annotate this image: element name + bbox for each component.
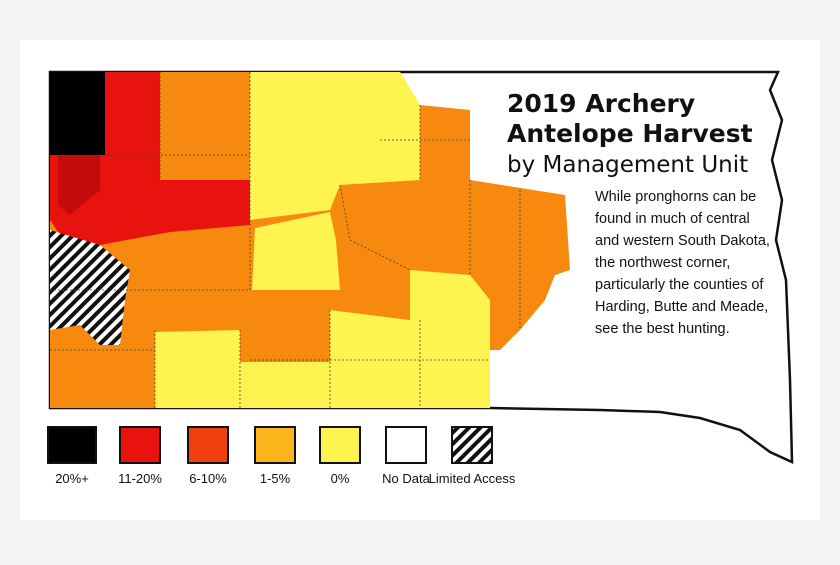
legend: 20%+ 11-20% 6-10% 1-5% 0% No Data Limite… — [47, 426, 516, 486]
title-line: Antelope Harvest — [507, 119, 753, 148]
title-line: 2019 Archery — [507, 89, 695, 118]
region-0 — [155, 270, 490, 408]
legend-swatch — [187, 426, 229, 464]
legend-label: 20%+ — [55, 471, 89, 486]
legend-label: 0% — [331, 471, 350, 486]
legend-swatch — [319, 426, 361, 464]
legend-label: 6-10% — [189, 471, 227, 486]
legend-label: No Data — [382, 471, 430, 486]
legend-swatch — [47, 426, 97, 464]
region-0 — [252, 212, 340, 290]
region-0 — [250, 72, 420, 220]
region-limited-access — [50, 230, 130, 345]
legend-swatch — [451, 426, 493, 464]
legend-swatch — [254, 426, 296, 464]
legend-label: Limited Access — [429, 471, 516, 486]
legend-label: 1-5% — [260, 471, 291, 486]
legend-swatch — [385, 426, 427, 464]
region-11-20-dark — [58, 155, 100, 215]
legend-label: 11-20% — [118, 471, 162, 486]
region-20-plus — [50, 72, 105, 155]
county-lines — [50, 72, 521, 408]
description: While pronghorns can be found in much of… — [595, 189, 770, 337]
legend-swatch — [119, 426, 161, 464]
region-11-20 — [50, 72, 250, 245]
subtitle: by Management Unit — [507, 152, 748, 178]
